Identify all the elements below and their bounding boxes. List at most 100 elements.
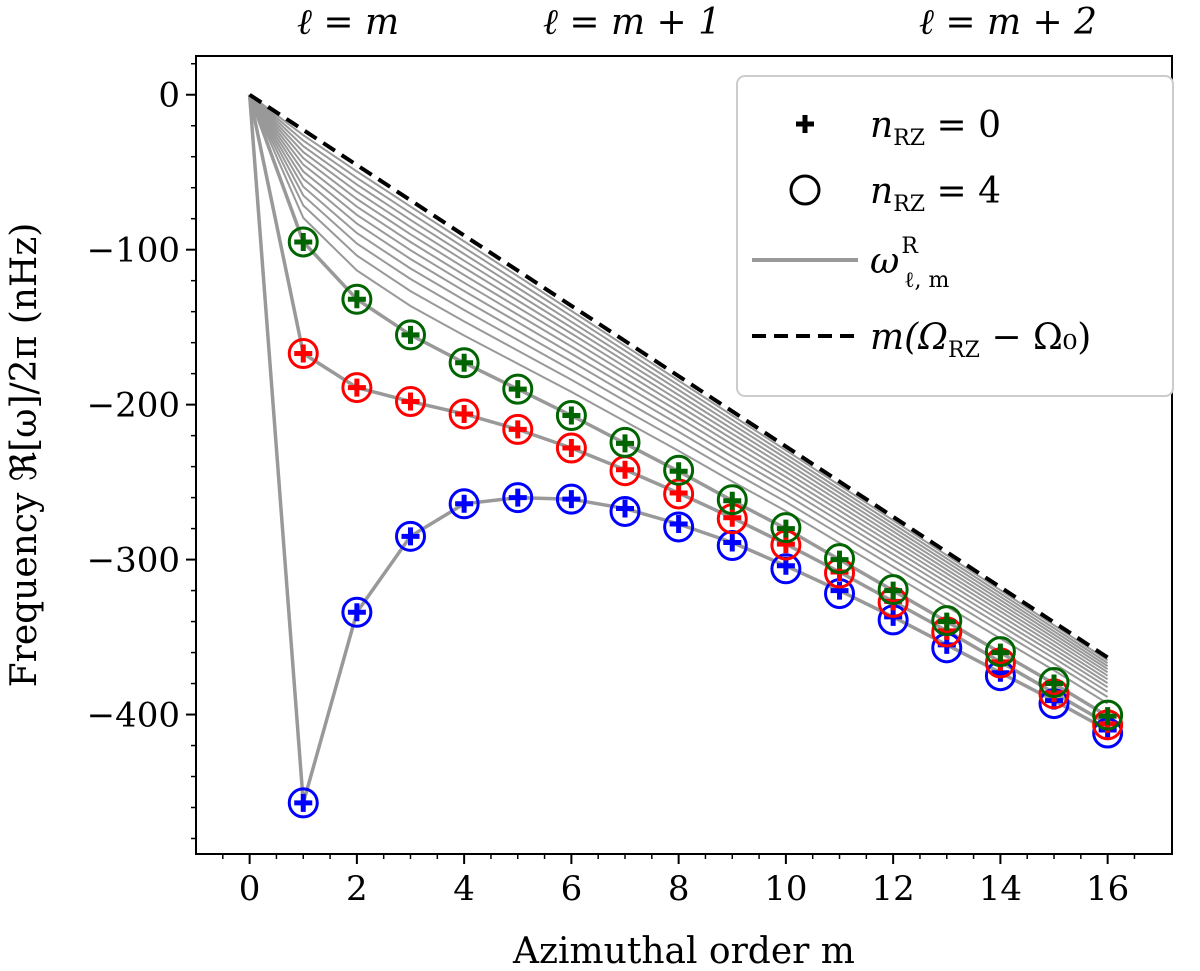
plus-marker-l-eq-m-plus-1-m5 (508, 420, 527, 439)
plus-marker-l-eq-m-plus-2-m13 (937, 612, 956, 631)
y-tick-label--400: −400 (87, 696, 180, 736)
plus-marker-l-eq-m-plus-2-m1 (294, 232, 313, 251)
plus-marker-l-eq-m-plus-1-m1 (294, 344, 313, 363)
gray-curve-higher-8 (248, 94, 1109, 674)
gray-curve-higher-6 (248, 94, 1109, 681)
plus-marker-l-eq-m-m2 (347, 603, 366, 622)
plus-marker-l-eq-m-plus-2-m6 (562, 406, 581, 425)
x-tick-label-0: 0 (239, 869, 261, 909)
x-tick-label-16: 16 (1086, 869, 1129, 909)
legend-marker-circle (789, 174, 821, 206)
gray-curve-higher-12 (248, 93, 1109, 662)
top-label-l-eq-m: ℓ = m (297, 2, 399, 43)
circle-marker-l-eq-m-m7 (609, 495, 641, 527)
plus-marker-l-eq-m-plus-2-m5 (508, 380, 527, 399)
plus-marker-l-eq-m-plus-1-m6 (562, 439, 581, 458)
legend-label-4: m(ΩRZ − Ω₀) (870, 317, 1091, 363)
plus-marker-l-eq-m-plus-2-m7 (616, 434, 635, 453)
gray-curve-higher-4 (248, 94, 1109, 689)
circle-marker-l-eq-m-plus-2-m14 (984, 636, 1016, 668)
legend: nRZ = 0 nRZ = 4 ωR ℓ, m m(ΩRZ − Ω₀) (736, 75, 1174, 397)
y-tick-label-0: 0 (158, 76, 180, 116)
legend-label-2: nRZ = 4 (870, 171, 1001, 217)
plus-marker-l-eq-m-m3 (401, 527, 420, 546)
legend-marker-plus (796, 115, 814, 133)
x-axis-title: Azimuthal order m (512, 931, 855, 971)
circle-marker-l-eq-m-m10 (770, 553, 802, 585)
x-tick-label-10: 10 (764, 869, 807, 909)
plus-marker-l-eq-m-m5 (508, 488, 527, 507)
legend-box (736, 75, 1174, 397)
x-tick-label-4: 4 (453, 869, 475, 909)
plus-marker-l-eq-m-plus-2-m12 (884, 581, 903, 600)
plus-marker-l-eq-m-plus-2-m10 (776, 519, 795, 538)
circle-marker-l-eq-m-m6 (555, 483, 587, 515)
circle-marker-l-eq-m-plus-1-m2 (341, 372, 373, 404)
plus-marker-l-eq-m-plus-2-m11 (830, 550, 849, 569)
plus-marker-l-eq-m-m1 (294, 793, 313, 812)
plus-marker-l-eq-m-m11 (830, 581, 849, 600)
circle-marker-l-eq-m-plus-1-m3 (395, 386, 427, 418)
plus-marker-l-eq-m-plus-1-m4 (455, 404, 474, 423)
gray-curve-higher-10 (248, 93, 1109, 667)
circle-marker-l-eq-m-plus-2-m4 (448, 347, 480, 379)
plus-marker-l-eq-m-plus-1-m7 (616, 460, 635, 479)
gray-curve-higher-3 (248, 94, 1109, 693)
gray-curve-higher-5 (248, 94, 1109, 684)
plus-marker-l-eq-m-m9 (723, 533, 742, 552)
plus-marker-l-eq-m-plus-2-m15 (1045, 674, 1064, 693)
circle-marker-l-eq-m-plus-2-m13 (931, 605, 963, 637)
circle-marker-l-eq-m-plus-2-m7 (609, 426, 641, 458)
y-tick-label--200: −200 (87, 386, 180, 426)
circle-marker-l-eq-m-m2 (341, 596, 373, 628)
circle-marker-l-eq-m-m3 (395, 520, 427, 552)
circle-marker-l-eq-m-plus-2-m8 (663, 454, 695, 486)
circle-marker-l-eq-m-m1 (287, 787, 319, 819)
circle-marker-l-eq-m-plus-2-m10 (770, 512, 802, 544)
circle-marker-l-eq-m-m4 (448, 488, 480, 520)
x-tick-label-8: 8 (668, 869, 690, 909)
gray-curve-higher-1 (248, 94, 1109, 705)
circle-marker-l-eq-m-plus-1-m6 (555, 432, 587, 464)
plus-marker-l-eq-m-plus-1-m3 (401, 392, 420, 411)
reference-line-dashed (248, 93, 1109, 660)
circle-marker-l-eq-m-plus-1-m5 (502, 413, 534, 445)
x-tick-label-12: 12 (872, 869, 915, 909)
circle-marker-l-eq-m-plus-2-m15 (1038, 667, 1070, 699)
plus-marker-l-eq-m-plus-2-m9 (723, 491, 742, 510)
plus-marker-l-eq-m-plus-2-m4 (455, 353, 474, 372)
gray-curve-higher-2 (248, 94, 1109, 698)
y-tick-label--100: −100 (87, 231, 180, 271)
top-label-l-eq-m-plus-2: ℓ = m + 2 (919, 2, 1097, 43)
legend-label-1: nRZ = 0 (870, 105, 1001, 151)
top-label-l-eq-m-plus-1: ℓ = m + 1 (543, 2, 721, 43)
plus-marker-l-eq-m-m8 (669, 514, 688, 533)
plus-marker-l-eq-m-m4 (455, 494, 474, 513)
gray-curve-higher-7 (248, 94, 1109, 677)
circle-marker-l-eq-m-plus-2-m12 (877, 574, 909, 606)
circle-marker-l-eq-m-plus-1-m1 (287, 338, 319, 370)
circle-marker-l-eq-m-plus-2-m6 (555, 399, 587, 431)
legend-label-3: ωR ℓ, m (870, 234, 949, 293)
circle-marker-l-eq-m-plus-1-m4 (448, 398, 480, 430)
plus-marker-l-eq-m-plus-2-m8 (669, 462, 688, 481)
circle-marker-l-eq-m-m8 (663, 511, 695, 543)
axes-frame (195, 55, 1173, 855)
plus-marker-l-eq-m-plus-2-m3 (401, 325, 420, 344)
plus-marker-l-eq-m-m6 (562, 490, 581, 509)
x-tick-label-6: 6 (561, 869, 583, 909)
plus-marker-l-eq-m-m7 (616, 499, 635, 518)
plot-area (247, 93, 1124, 819)
x-tick-label-14: 14 (979, 869, 1022, 909)
top-labels: ℓ = m ℓ = m + 1 ℓ = m + 2 (297, 2, 1097, 43)
circle-marker-l-eq-m-plus-2-m2 (341, 283, 373, 315)
circle-marker-l-eq-m-plus-2-m3 (395, 319, 427, 351)
x-ticks: 0 2 4 6 8 10 12 14 16 (222, 854, 1136, 909)
gray-curve-higher-9 (248, 94, 1109, 670)
plus-marker-l-eq-m-plus-1-m10 (776, 535, 795, 554)
plus-marker-l-eq-m-plus-1-m2 (347, 378, 366, 397)
plus-marker-l-eq-m-plus-1-m8 (669, 483, 688, 502)
markers (287, 226, 1124, 819)
circle-marker-l-eq-m-plus-2-m5 (502, 373, 534, 405)
